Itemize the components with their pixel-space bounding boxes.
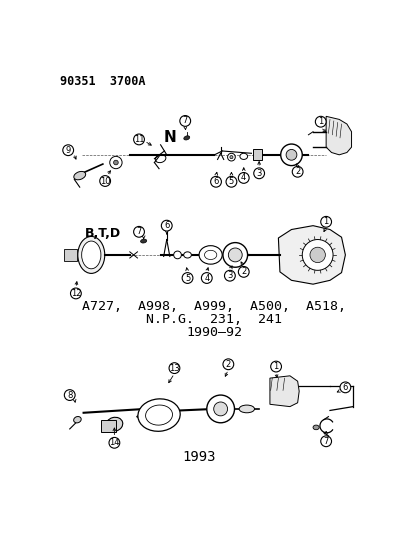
Circle shape (169, 363, 179, 374)
Polygon shape (325, 116, 351, 155)
Circle shape (113, 160, 118, 165)
Text: 1: 1 (323, 217, 328, 227)
Text: 13: 13 (169, 364, 179, 373)
Ellipse shape (106, 417, 123, 431)
Text: 9: 9 (65, 146, 71, 155)
Text: 1: 1 (273, 362, 278, 371)
Circle shape (223, 359, 233, 370)
Text: 4: 4 (240, 173, 246, 182)
Circle shape (270, 361, 281, 372)
Ellipse shape (183, 252, 191, 258)
Circle shape (238, 266, 249, 277)
Circle shape (63, 145, 74, 156)
Text: 7: 7 (136, 227, 141, 236)
Text: 7: 7 (323, 437, 328, 446)
Circle shape (238, 173, 249, 183)
Text: 4: 4 (204, 273, 209, 282)
Circle shape (292, 166, 302, 177)
Circle shape (320, 216, 331, 227)
Text: 14: 14 (109, 438, 119, 447)
Ellipse shape (140, 239, 146, 243)
Text: 2: 2 (240, 268, 246, 276)
Circle shape (161, 220, 172, 231)
Text: A727,  A998,  A999,  A500,  A518,: A727, A998, A999, A500, A518, (82, 300, 346, 313)
Bar (100, 419, 116, 432)
Circle shape (253, 168, 264, 179)
Text: 11: 11 (133, 135, 144, 144)
Circle shape (315, 116, 325, 127)
Ellipse shape (74, 416, 81, 423)
Circle shape (206, 395, 234, 423)
Circle shape (285, 149, 296, 160)
Text: 10: 10 (100, 176, 110, 185)
Text: 5: 5 (185, 273, 190, 282)
Circle shape (173, 251, 181, 259)
Ellipse shape (199, 246, 222, 264)
Circle shape (109, 438, 119, 448)
Circle shape (182, 273, 192, 284)
Polygon shape (278, 225, 344, 284)
Circle shape (301, 239, 332, 270)
Text: 7: 7 (182, 116, 188, 125)
Text: N: N (163, 130, 176, 144)
Text: 6: 6 (213, 177, 218, 186)
Ellipse shape (183, 136, 189, 140)
Text: 5: 5 (228, 177, 233, 186)
Text: 12: 12 (71, 289, 81, 298)
Text: N.P.G.  231,  241: N.P.G. 231, 241 (146, 313, 282, 326)
Circle shape (210, 176, 221, 187)
Text: 6: 6 (164, 221, 169, 230)
Circle shape (179, 116, 190, 126)
Text: B,T,D: B,T,D (85, 227, 121, 240)
Text: 2: 2 (225, 360, 230, 369)
Ellipse shape (78, 237, 104, 273)
Circle shape (280, 144, 301, 166)
Text: 90351  3700A: 90351 3700A (60, 75, 146, 88)
Circle shape (229, 156, 233, 159)
Ellipse shape (312, 425, 318, 430)
Bar (252, 149, 261, 160)
Text: 3: 3 (227, 271, 232, 280)
Ellipse shape (138, 399, 180, 431)
Bar (64, 249, 76, 261)
Text: 3: 3 (256, 169, 261, 178)
Ellipse shape (239, 405, 254, 413)
Circle shape (133, 227, 144, 237)
Text: 1: 1 (317, 117, 323, 126)
Text: 1993: 1993 (182, 450, 215, 464)
Circle shape (213, 402, 227, 416)
Ellipse shape (239, 154, 247, 159)
Circle shape (109, 156, 122, 168)
Circle shape (223, 243, 247, 267)
Text: 2: 2 (294, 167, 299, 176)
Polygon shape (269, 376, 299, 407)
Circle shape (64, 390, 75, 400)
Circle shape (309, 247, 325, 263)
Circle shape (227, 154, 235, 161)
Circle shape (339, 382, 350, 393)
Circle shape (70, 288, 81, 299)
Circle shape (201, 273, 211, 284)
Circle shape (133, 134, 144, 145)
Text: 8: 8 (67, 391, 72, 400)
Circle shape (320, 436, 331, 447)
Circle shape (224, 270, 235, 281)
Text: 6: 6 (342, 383, 347, 392)
Circle shape (228, 248, 242, 262)
Circle shape (100, 175, 110, 187)
Ellipse shape (81, 241, 101, 269)
Text: 1990–92: 1990–92 (186, 326, 242, 339)
Ellipse shape (74, 172, 85, 180)
Circle shape (225, 176, 236, 187)
